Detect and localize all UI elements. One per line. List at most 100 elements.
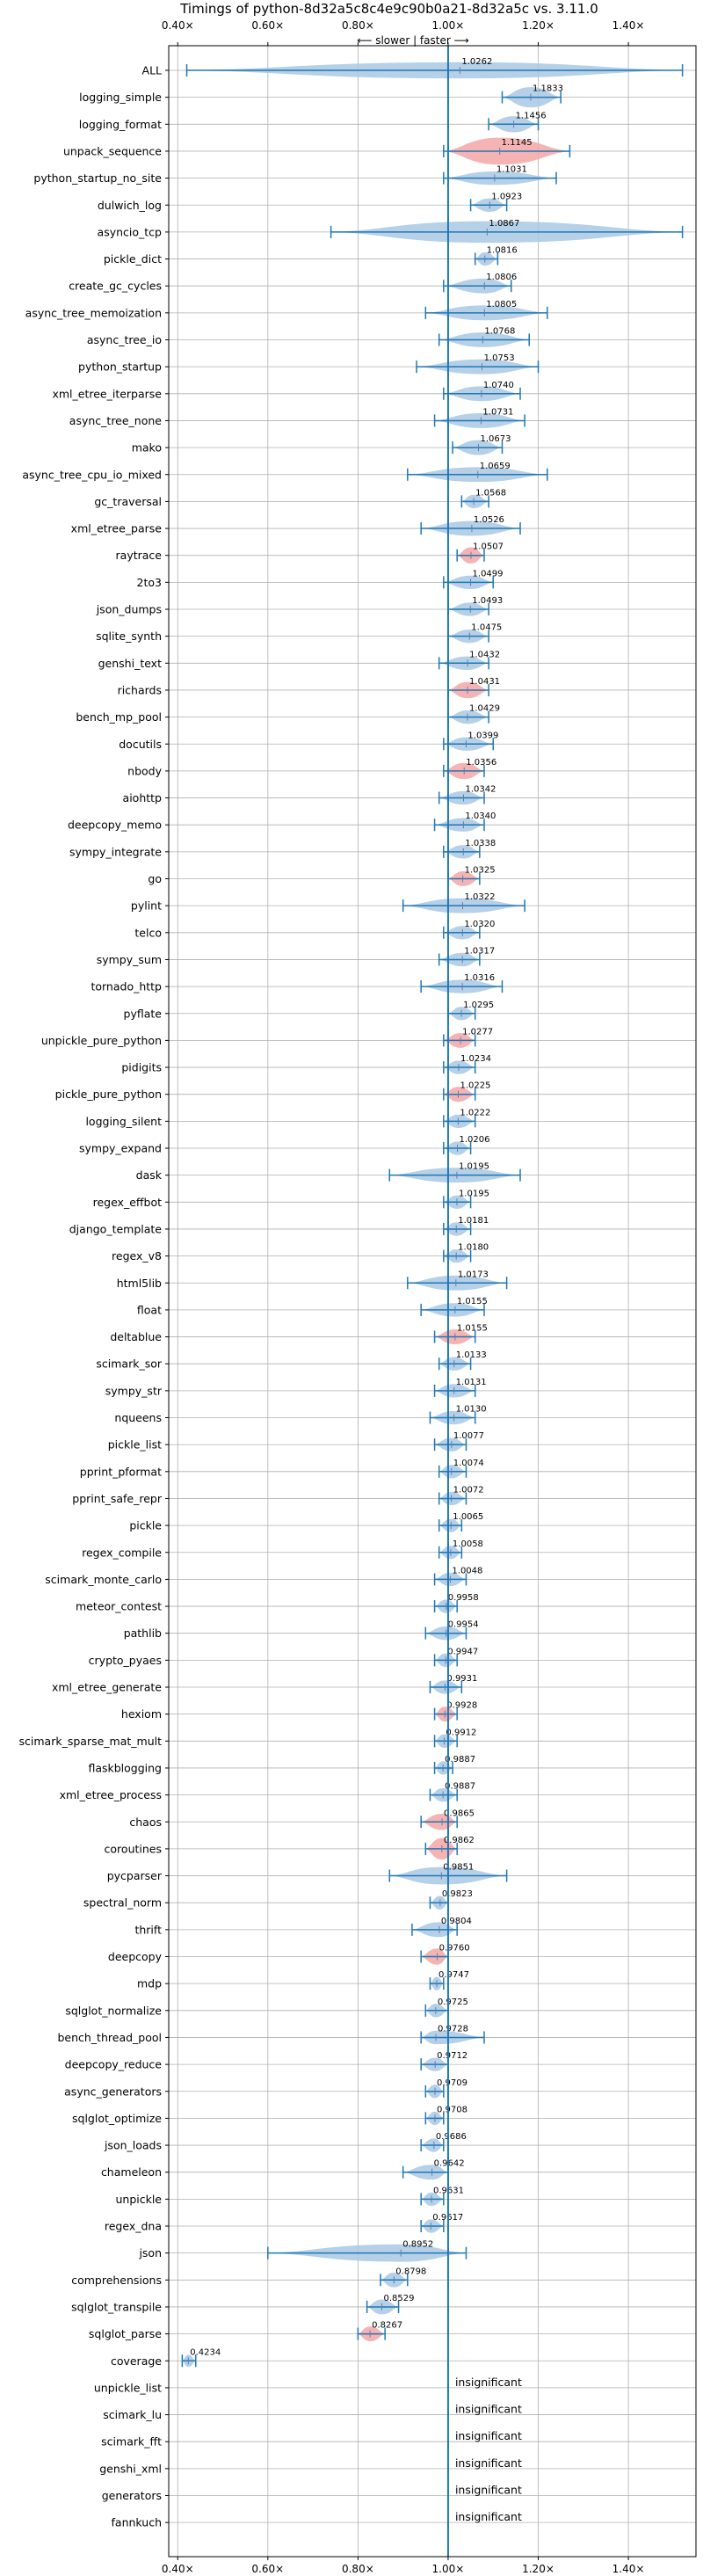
y-axis-label: async_tree_cpu_io_mixed	[22, 468, 162, 481]
y-axis-label: scimark_monte_carlo	[45, 1573, 162, 1586]
y-axis-label: deepcopy_memo	[68, 819, 162, 832]
value-label: 0.9887	[445, 1782, 475, 1792]
value-label: 0.9954	[448, 1620, 479, 1630]
insignificant-label: insignificant	[455, 2403, 522, 2416]
y-axis-label: sympy_integrate	[69, 845, 162, 858]
y-axis-label: json	[138, 2246, 162, 2259]
y-axis-label: json_loads	[104, 2139, 162, 2152]
value-label: 1.0340	[465, 811, 496, 821]
y-axis-label: regex_compile	[82, 1546, 162, 1559]
x-tick-label-bottom: 1.40×	[612, 2563, 645, 2575]
value-label: 0.8798	[395, 2267, 426, 2276]
value-label: 0.9851	[443, 1863, 474, 1873]
y-axis-label: pickle	[129, 1519, 162, 1532]
y-axis-label: meteor_contest	[76, 1600, 162, 1613]
x-tick-label-top: 1.00×	[432, 19, 465, 32]
y-axis-label: unpickle_list	[94, 2381, 162, 2394]
value-label: 1.0507	[473, 542, 504, 552]
value-label: 1.0356	[466, 758, 496, 768]
y-axis-label: coverage	[111, 2354, 162, 2368]
y-axis-label: scimark_fft	[101, 2435, 162, 2449]
value-label: 0.4234	[190, 2347, 221, 2357]
value-label: 1.0431	[469, 677, 500, 687]
y-axis-label: sympy_expand	[79, 1142, 162, 1155]
value-label: 0.9709	[437, 2078, 467, 2088]
value-label: 0.8952	[402, 2240, 433, 2250]
y-axis-label: regex_effbot	[93, 1196, 162, 1209]
value-label: 1.0262	[461, 57, 492, 67]
y-axis-label: deepcopy_reduce	[65, 2058, 163, 2071]
value-label: 1.0065	[453, 1512, 483, 1522]
y-axis-label: async_generators	[64, 2085, 162, 2098]
y-axis-label: richards	[118, 683, 162, 696]
value-label: 1.0074	[453, 1459, 484, 1468]
x-tick-label-top: 1.40×	[612, 19, 645, 32]
y-axis-label: 2to3	[137, 576, 162, 589]
y-axis-label: async_tree_io	[87, 333, 162, 346]
value-label: 1.0180	[458, 1243, 489, 1253]
y-axis-label: generators	[102, 2489, 162, 2502]
value-label: 1.0131	[456, 1378, 487, 1387]
value-label: 1.0867	[489, 219, 519, 229]
y-axis-label: logging_format	[79, 118, 162, 131]
value-label: 1.0195	[459, 1162, 489, 1172]
y-axis-label: sqlglot_optimize	[72, 2112, 162, 2125]
value-label: 1.0058	[453, 1539, 483, 1549]
y-axis-label: scimark_sor	[96, 1357, 162, 1371]
value-label: 0.9804	[441, 1917, 472, 1926]
value-label: 1.0133	[456, 1350, 487, 1360]
y-axis-label: asyncio_tcp	[98, 225, 163, 238]
y-axis-label: logging_simple	[79, 91, 162, 104]
x-tick-label-bottom: 0.60×	[251, 2563, 284, 2575]
y-axis-label: spectral_norm	[83, 1896, 162, 1910]
y-axis-label: pidigits	[121, 1061, 162, 1074]
value-label: 1.0155	[457, 1324, 488, 1334]
y-axis-label: telco	[134, 926, 162, 939]
y-axis-label: flaskblogging	[88, 1761, 162, 1774]
value-label: 1.0753	[484, 353, 515, 363]
insignificant-label: insignificant	[455, 2510, 522, 2523]
value-label: 0.9865	[444, 1808, 475, 1818]
y-axis-label: docutils	[119, 738, 162, 751]
value-label: 1.0316	[464, 973, 495, 983]
y-axis-label: thrift	[134, 1923, 162, 1936]
value-label: 1.0432	[469, 650, 500, 659]
y-axis-label: mako	[132, 441, 162, 455]
y-axis-label: pyflate	[124, 1007, 163, 1020]
value-label: 1.0338	[465, 839, 496, 848]
y-axis-label: unpickle	[115, 2193, 162, 2206]
y-axis-label: pprint_pformat	[80, 1465, 162, 1478]
x-tick-label-bottom: 1.20×	[522, 2563, 554, 2575]
insignificant-label: insignificant	[455, 2456, 522, 2470]
value-label: 1.0173	[458, 1270, 489, 1279]
y-axis-label: aiohttp	[123, 791, 163, 804]
value-label: 1.0806	[486, 273, 517, 282]
y-axis-label: xml_etree_process	[60, 1788, 162, 1801]
y-axis-label: unpickle_pure_python	[41, 1034, 162, 1047]
value-label: 0.9862	[444, 1836, 475, 1845]
value-label: 1.0320	[464, 920, 495, 929]
y-axis-label: scimark_lu	[103, 2408, 162, 2421]
value-label: 1.0325	[465, 866, 496, 876]
y-axis-label: gc_traversal	[94, 495, 162, 508]
value-label: 1.0568	[475, 488, 506, 498]
x-axis-bottom-ticks: 0.40× 0.60× 0.80× 1.00× 1.20× 1.40×	[162, 2557, 645, 2575]
value-label: 0.9958	[448, 1593, 479, 1603]
y-axis-labels: ALL logging_simple logging_format unpack_se…	[19, 64, 169, 2529]
value-label: 1.0130	[456, 1405, 487, 1415]
y-axis-label: regex_dna	[105, 2220, 162, 2233]
value-label: 1.0181	[458, 1216, 489, 1226]
y-axis-label: deepcopy	[108, 1950, 163, 1963]
value-label: 1.0475	[471, 623, 502, 633]
y-axis-label: mdp	[137, 1977, 162, 1990]
value-label: 1.0206	[460, 1135, 490, 1145]
value-label: 1.0048	[452, 1566, 482, 1575]
y-axis-label: async_tree_memoization	[25, 306, 162, 319]
y-axis-label: python_startup	[78, 360, 162, 374]
y-axis-label: xml_etree_iterparse	[52, 387, 162, 400]
value-label: 1.0195	[459, 1189, 489, 1198]
y-axis-label: pickle_pure_python	[55, 1088, 162, 1101]
y-axis-label: tornado_http	[91, 980, 162, 993]
value-label: 1.0295	[463, 1001, 494, 1010]
